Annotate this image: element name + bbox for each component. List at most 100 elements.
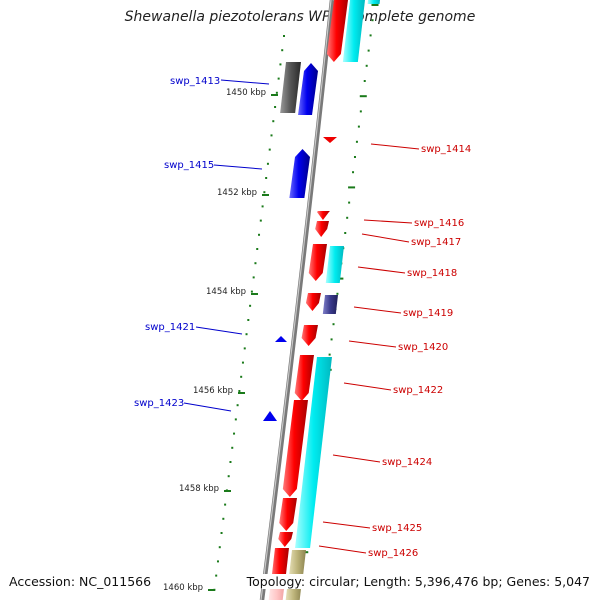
cds-block-cyan bbox=[325, 246, 344, 283]
gene-label-swp-1416[interactable]: swp_1416 bbox=[414, 218, 464, 229]
gene-arrow-reverse bbox=[275, 336, 287, 342]
inner-tick bbox=[259, 219, 262, 222]
outer-tick bbox=[355, 140, 358, 143]
gene-label-swp-1415[interactable]: swp_1415 bbox=[164, 160, 214, 171]
scale-label: 1450 kbp bbox=[226, 88, 266, 98]
gene-label-swp-1420[interactable]: swp_1420 bbox=[398, 342, 448, 353]
leader-line bbox=[357, 266, 406, 274]
accession-text: Accession: NC_011566 bbox=[9, 574, 152, 589]
inner-tick bbox=[222, 517, 225, 520]
cds-block-cyan bbox=[367, 0, 380, 4]
topology-text: Topology: circular; Length: 5,396,476 bp… bbox=[246, 574, 590, 589]
genome-backbone bbox=[259, 0, 335, 600]
gene-label-swp-1421[interactable]: swp_1421 bbox=[145, 322, 195, 333]
outer-tick bbox=[348, 201, 351, 204]
leader-line bbox=[322, 521, 371, 529]
scale-label: 1452 kbp bbox=[217, 188, 257, 198]
leader-line bbox=[370, 143, 420, 150]
label-leader-lines bbox=[183, 79, 420, 554]
gene-arrow-forward bbox=[294, 355, 314, 401]
gene-label-swp-1422[interactable]: swp_1422 bbox=[393, 385, 443, 396]
leader-line bbox=[343, 382, 392, 391]
inner-tick bbox=[216, 560, 219, 563]
gene-label-swp-1417[interactable]: swp_1417 bbox=[411, 237, 461, 248]
gene-label-swp-1413[interactable]: swp_1413 bbox=[170, 76, 220, 87]
scale-major-tick bbox=[208, 589, 215, 591]
map-title: Shewanella piezotolerans WP3, complete g… bbox=[124, 9, 476, 25]
outer-tick bbox=[353, 156, 356, 158]
inner-tick bbox=[277, 77, 280, 80]
inner-tick bbox=[281, 49, 284, 52]
scale-label: 1454 kbp bbox=[206, 287, 246, 297]
scale-label: 1458 kbp bbox=[179, 484, 219, 494]
gene-arrow-reverse bbox=[289, 149, 310, 198]
gene-label-swp-1424[interactable]: swp_1424 bbox=[382, 457, 432, 468]
cds-block-cyan bbox=[295, 357, 332, 548]
inner-tick bbox=[268, 148, 271, 151]
inner-tick bbox=[227, 475, 230, 478]
gene-arrow-forward bbox=[279, 498, 297, 531]
outer-tick bbox=[336, 292, 339, 295]
gene-label-swp-1414[interactable]: swp_1414 bbox=[421, 144, 471, 155]
scale-label: 1456 kbp bbox=[193, 386, 233, 396]
inner-tick-dots bbox=[208, 35, 285, 591]
inner-tick bbox=[258, 233, 261, 236]
scale-major-tick bbox=[238, 392, 245, 394]
leader-line bbox=[361, 233, 410, 243]
inner-tick bbox=[238, 390, 241, 392]
gene-arrow-forward bbox=[316, 211, 330, 220]
outer-tick bbox=[365, 64, 368, 67]
leader-line bbox=[213, 164, 263, 170]
leader-line bbox=[183, 402, 232, 412]
scale-major-tick bbox=[251, 293, 258, 295]
gene-arrow-forward bbox=[301, 325, 318, 346]
backbone-highlight bbox=[260, 0, 332, 600]
gene-label-swp-1426[interactable]: swp_1426 bbox=[368, 548, 418, 559]
outer-tick bbox=[371, 4, 379, 6]
inner-tick bbox=[234, 418, 237, 421]
scale-major-tick bbox=[224, 490, 231, 492]
gene-arrow-forward bbox=[271, 548, 289, 580]
outer-tick bbox=[352, 171, 355, 174]
gene-label-swp-1425[interactable]: swp_1425 bbox=[372, 523, 422, 534]
reverse-strand-labels: swp_1413 swp_1415 swp_1421 swp_1423 bbox=[134, 76, 220, 409]
leader-line bbox=[332, 454, 381, 463]
scale-major-tick bbox=[262, 194, 269, 196]
cds-block-gray bbox=[280, 62, 301, 113]
inner-tick bbox=[240, 375, 243, 378]
outer-tick bbox=[363, 80, 366, 82]
inner-tick bbox=[245, 333, 248, 336]
outer-tick bbox=[330, 338, 333, 341]
gene-arrow-forward bbox=[326, 0, 348, 62]
outer-tick bbox=[328, 353, 331, 356]
cds-block-cyan bbox=[342, 0, 365, 62]
outer-tick bbox=[332, 323, 335, 326]
inner-tick bbox=[249, 304, 252, 307]
gene-label-swp-1423[interactable]: swp_1423 bbox=[134, 398, 184, 409]
outer-tick bbox=[359, 95, 367, 98]
inner-tick bbox=[224, 503, 227, 506]
outer-tick bbox=[359, 110, 362, 113]
gene-arrow-forward bbox=[315, 221, 329, 237]
gene-arrow-reverse bbox=[298, 63, 318, 115]
scale-label: 1460 kbp bbox=[163, 583, 203, 593]
gene-arrow-reverse bbox=[263, 411, 277, 421]
inner-tick bbox=[233, 432, 236, 435]
cds-block-navy bbox=[322, 295, 338, 314]
inner-tick bbox=[265, 177, 268, 179]
scale-major-tick bbox=[271, 94, 278, 96]
inner-tick bbox=[241, 361, 244, 364]
gene-label-swp-1419[interactable]: swp_1419 bbox=[403, 308, 453, 319]
inner-tick bbox=[215, 574, 218, 577]
inner-tick bbox=[236, 404, 239, 407]
gene-label-swp-1418[interactable]: swp_1418 bbox=[407, 268, 457, 279]
inner-tick bbox=[272, 120, 275, 123]
inner-tick bbox=[283, 35, 285, 37]
gene-arrow-forward bbox=[308, 244, 327, 281]
inner-tick bbox=[229, 461, 232, 463]
inner-tick bbox=[254, 262, 257, 265]
leader-line bbox=[195, 326, 243, 335]
inner-tick bbox=[274, 106, 277, 108]
inner-tick bbox=[247, 319, 250, 321]
